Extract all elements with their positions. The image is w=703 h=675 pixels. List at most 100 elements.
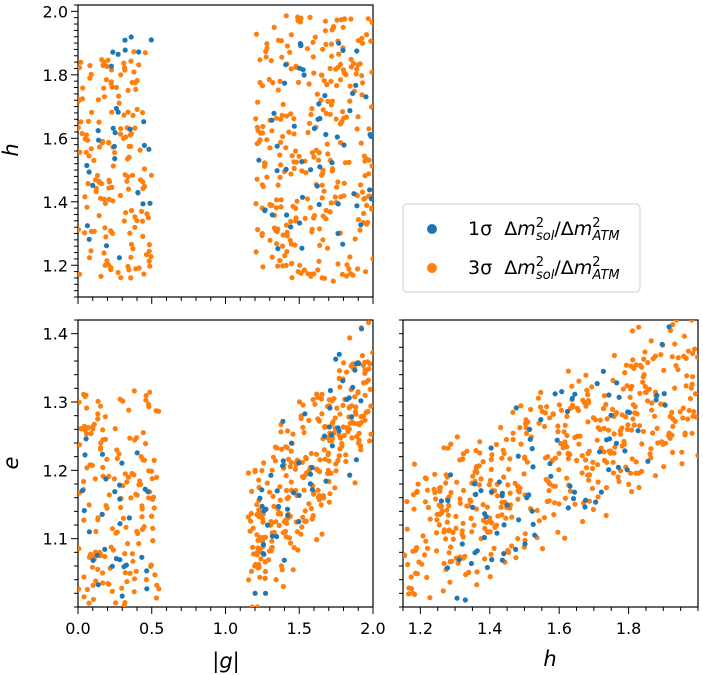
point-3sigma bbox=[91, 421, 97, 427]
point-3sigma bbox=[574, 457, 580, 464]
point-3sigma bbox=[106, 139, 112, 145]
point-3sigma bbox=[358, 447, 364, 453]
point-3sigma bbox=[439, 509, 445, 516]
point-1sigma bbox=[593, 499, 599, 505]
point-3sigma bbox=[473, 448, 479, 454]
point-1sigma bbox=[116, 255, 122, 261]
point-3sigma bbox=[585, 392, 591, 398]
point-3sigma bbox=[658, 352, 664, 358]
point-3sigma bbox=[624, 383, 630, 389]
point-3sigma bbox=[422, 499, 428, 505]
point-3sigma bbox=[613, 410, 620, 416]
point-1sigma bbox=[527, 436, 533, 442]
point-1sigma bbox=[275, 246, 281, 252]
point-3sigma bbox=[484, 504, 490, 510]
point-3sigma bbox=[126, 267, 132, 273]
point-1sigma bbox=[119, 460, 125, 466]
point-3sigma bbox=[132, 125, 138, 131]
point-1sigma bbox=[296, 519, 302, 525]
point-3sigma bbox=[352, 394, 358, 400]
point-1sigma bbox=[530, 521, 536, 528]
point-3sigma bbox=[316, 258, 322, 264]
point-3sigma bbox=[294, 198, 300, 204]
point-1sigma bbox=[307, 481, 313, 487]
point-3sigma bbox=[282, 253, 288, 259]
point-3sigma bbox=[326, 499, 332, 505]
point-3sigma bbox=[659, 439, 665, 445]
point-3sigma bbox=[90, 582, 96, 588]
point-1sigma bbox=[268, 472, 274, 478]
point-1sigma bbox=[122, 47, 128, 53]
point-3sigma bbox=[650, 356, 656, 362]
point-3sigma bbox=[364, 202, 370, 208]
point-1sigma bbox=[327, 387, 333, 394]
point-1sigma bbox=[513, 546, 519, 553]
point-3sigma bbox=[138, 454, 144, 460]
point-1sigma bbox=[282, 80, 288, 86]
point-3sigma bbox=[337, 411, 343, 417]
point-1sigma bbox=[538, 417, 544, 423]
point-3sigma bbox=[291, 116, 297, 122]
point-3sigma bbox=[564, 475, 570, 481]
point-3sigma bbox=[589, 485, 596, 492]
point-3sigma bbox=[280, 583, 286, 590]
point-3sigma bbox=[499, 499, 505, 505]
point-3sigma bbox=[478, 476, 484, 482]
point-3sigma bbox=[319, 195, 325, 201]
point-3sigma bbox=[576, 378, 582, 384]
point-3sigma bbox=[259, 516, 265, 522]
point-1sigma bbox=[135, 189, 141, 196]
point-1sigma bbox=[515, 453, 521, 459]
point-3sigma bbox=[141, 166, 148, 172]
point-1sigma bbox=[110, 125, 116, 131]
point-1sigma bbox=[144, 586, 150, 592]
point-3sigma bbox=[245, 514, 251, 520]
legend-prefix-1sigma: 1σ bbox=[468, 218, 492, 240]
point-3sigma bbox=[357, 227, 363, 233]
point-3sigma bbox=[104, 456, 110, 462]
point-1sigma bbox=[323, 478, 329, 484]
point-3sigma bbox=[636, 484, 642, 491]
xtick-label: 1.8 bbox=[616, 619, 641, 638]
point-3sigma bbox=[147, 389, 153, 395]
point-3sigma bbox=[323, 216, 329, 222]
xtick-label: 1.5 bbox=[287, 619, 312, 638]
point-3sigma bbox=[572, 434, 578, 441]
point-3sigma bbox=[123, 210, 129, 216]
point-3sigma bbox=[611, 450, 617, 456]
point-3sigma bbox=[287, 49, 293, 55]
point-3sigma bbox=[78, 149, 83, 155]
panel-h-vs-e-points bbox=[403, 320, 698, 603]
point-3sigma bbox=[537, 404, 544, 410]
point-1sigma bbox=[336, 351, 342, 357]
point-3sigma bbox=[88, 146, 94, 152]
point-3sigma bbox=[315, 157, 322, 163]
point-3sigma bbox=[309, 150, 315, 156]
point-3sigma bbox=[340, 67, 346, 73]
point-3sigma bbox=[444, 519, 450, 525]
point-3sigma bbox=[137, 147, 143, 153]
point-1sigma bbox=[103, 476, 109, 482]
point-3sigma bbox=[323, 41, 329, 48]
point-3sigma bbox=[535, 395, 542, 401]
point-3sigma bbox=[122, 551, 128, 557]
point-3sigma bbox=[150, 494, 157, 500]
point-3sigma bbox=[109, 588, 115, 595]
point-3sigma bbox=[337, 121, 343, 127]
point-3sigma bbox=[500, 447, 506, 453]
point-3sigma bbox=[286, 129, 292, 135]
point-3sigma bbox=[89, 564, 96, 570]
point-3sigma bbox=[269, 538, 275, 544]
point-3sigma bbox=[269, 202, 275, 208]
point-3sigma bbox=[134, 106, 140, 112]
point-1sigma bbox=[323, 131, 329, 138]
point-3sigma bbox=[81, 478, 87, 485]
point-1sigma bbox=[552, 391, 558, 397]
point-3sigma bbox=[246, 577, 252, 583]
point-3sigma bbox=[320, 107, 326, 113]
ylabel-h-top: h bbox=[0, 143, 23, 156]
point-3sigma bbox=[673, 320, 680, 323]
point-3sigma bbox=[84, 204, 90, 210]
point-3sigma bbox=[487, 574, 493, 580]
point-3sigma bbox=[482, 556, 488, 562]
